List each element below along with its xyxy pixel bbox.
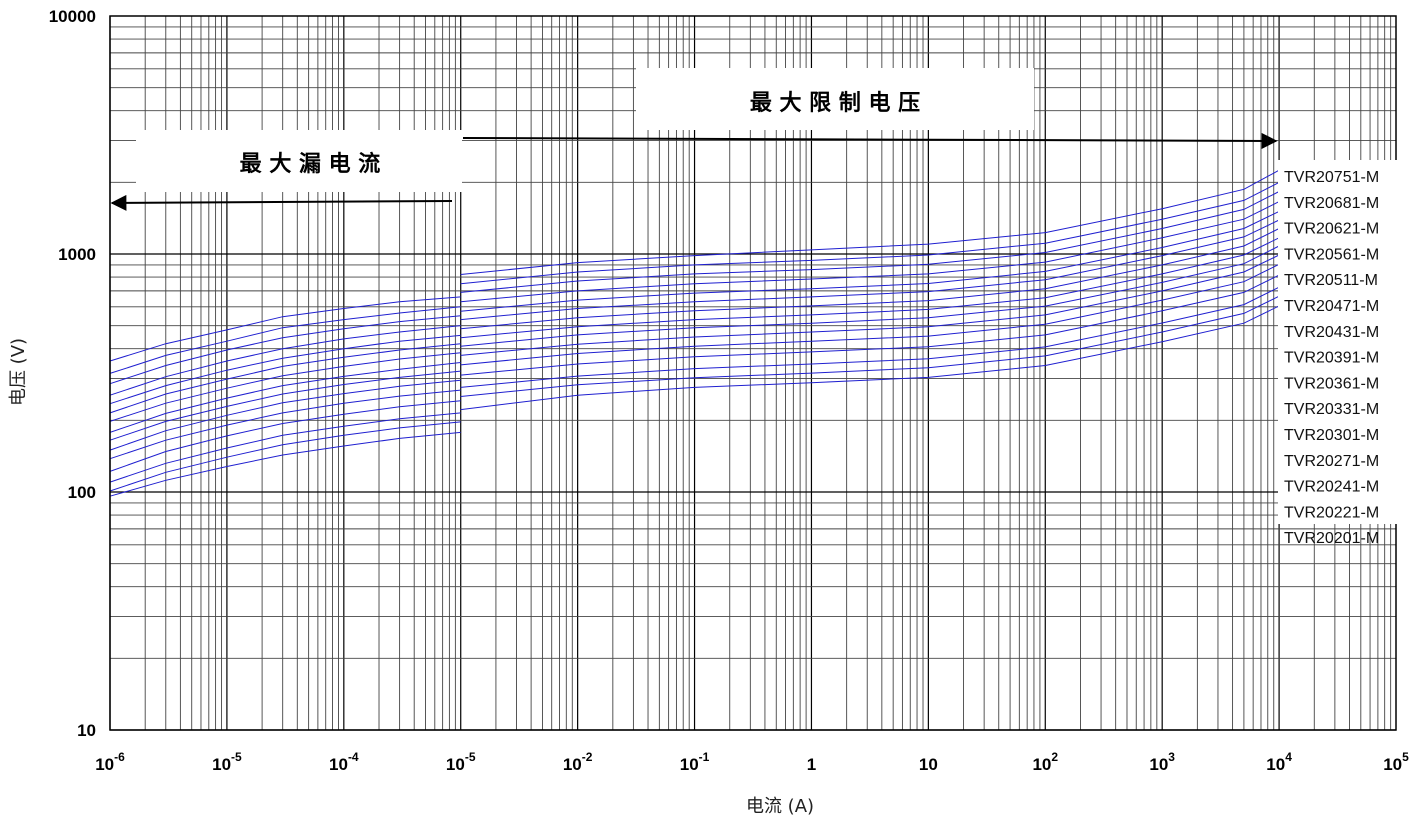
legend-background <box>1278 160 1406 524</box>
leakage-arrow <box>110 194 453 211</box>
series-line-leakage <box>109 343 461 414</box>
y-tick-label: 10 <box>77 721 96 740</box>
x-tick-label: 10-2 <box>563 750 593 774</box>
y-tick-labels: 10 100 1000 10000 <box>49 7 96 740</box>
series-line-leakage <box>109 370 461 441</box>
x-tick-label: 10-5 <box>446 750 476 774</box>
annotations: 最 大 限 制 电 压 最 大 漏 电 流 <box>110 68 1278 211</box>
series-line-leakage <box>109 400 461 472</box>
leakage-label-box <box>136 130 462 192</box>
series-line-clamp <box>460 191 1280 293</box>
x-tick-label: 10-1 <box>680 750 710 774</box>
x-tick-labels: 10-6 10-5 10-4 10-5 10-2 10-1 1 10 102 103 104 105 <box>95 750 1409 774</box>
series-label: TVR20391-M <box>1284 350 1379 367</box>
x-tick-label: 103 <box>1149 750 1175 774</box>
series-label: TVR20561-M <box>1284 246 1379 263</box>
y-tick-label: 10000 <box>49 7 96 26</box>
series-line-leakage <box>109 352 461 422</box>
series-label: TVR20201-M <box>1284 530 1379 547</box>
series-line-clamp <box>460 286 1280 388</box>
series-line-clamp <box>460 254 1280 356</box>
series-line-clamp <box>460 181 1280 285</box>
series-label: TVR20681-M <box>1284 195 1379 212</box>
series-labels: TVR20751-M TVR20681-M TVR20621-M TVR20561-M… <box>1284 169 1379 547</box>
series-label: TVR20221-M <box>1284 504 1379 521</box>
series-line-clamp <box>460 219 1280 321</box>
clamp-label-box <box>636 68 1034 130</box>
series-line-leakage <box>109 379 461 451</box>
y-tick-label: 1000 <box>58 245 96 264</box>
series-line-leakage <box>109 389 461 460</box>
clamp-arrow <box>462 132 1278 149</box>
x-tick-label: 104 <box>1266 750 1292 774</box>
series-line-leakage <box>109 421 461 492</box>
x-tick-label: 10-5 <box>212 750 242 774</box>
series-line-clamp <box>460 210 1280 312</box>
series-label: TVR20361-M <box>1284 375 1379 392</box>
series-line-clamp <box>460 274 1280 376</box>
series-label: TVR20511-M <box>1284 272 1378 289</box>
x-axis-label: 电流 (A) <box>746 796 814 817</box>
series-line-clamp <box>460 305 1280 411</box>
series-line-clamp <box>460 263 1280 366</box>
clamp-voltage-label: 最 大 限 制 电 压 <box>750 91 920 116</box>
series-line-leakage <box>109 296 461 362</box>
series-line-clamp <box>460 295 1280 397</box>
y-tick-label: 100 <box>68 483 96 502</box>
y-axis-label: 电压 (V) <box>8 338 29 406</box>
series-label: TVR20431-M <box>1284 324 1379 341</box>
series-label: TVR20331-M <box>1284 401 1379 418</box>
series-line-clamp <box>460 201 1280 303</box>
leakage-current-label: 最 大 漏 电 流 <box>240 151 381 177</box>
series-line-leakage <box>109 334 461 405</box>
x-tick-label: 10-4 <box>329 750 359 774</box>
series-label: TVR20271-M <box>1284 453 1379 470</box>
series-line-leakage <box>109 362 461 433</box>
series-line-clamp <box>460 245 1280 347</box>
series-label: TVR20471-M <box>1284 298 1379 315</box>
series-line-leakage <box>109 315 461 385</box>
x-tick-label: 10 <box>919 755 938 774</box>
x-tick-label: 1 <box>807 755 816 774</box>
series-label: TVR20751-M <box>1284 169 1379 186</box>
series-label: TVR20621-M <box>1284 221 1379 238</box>
x-tick-label: 105 <box>1383 750 1409 774</box>
series-line-clamp <box>460 237 1280 339</box>
series-lines <box>109 169 1280 497</box>
series-label: TVR20241-M <box>1284 479 1379 496</box>
x-tick-label: 10-6 <box>95 750 125 774</box>
series-line-clamp <box>460 169 1280 275</box>
series-line-leakage <box>109 306 461 374</box>
series-line-leakage <box>109 431 461 497</box>
series-label: TVR20301-M <box>1284 427 1379 444</box>
x-tick-label: 102 <box>1032 750 1058 774</box>
series-line-leakage <box>109 412 461 483</box>
series-line-clamp <box>460 228 1280 330</box>
series-line-leakage <box>109 325 461 396</box>
